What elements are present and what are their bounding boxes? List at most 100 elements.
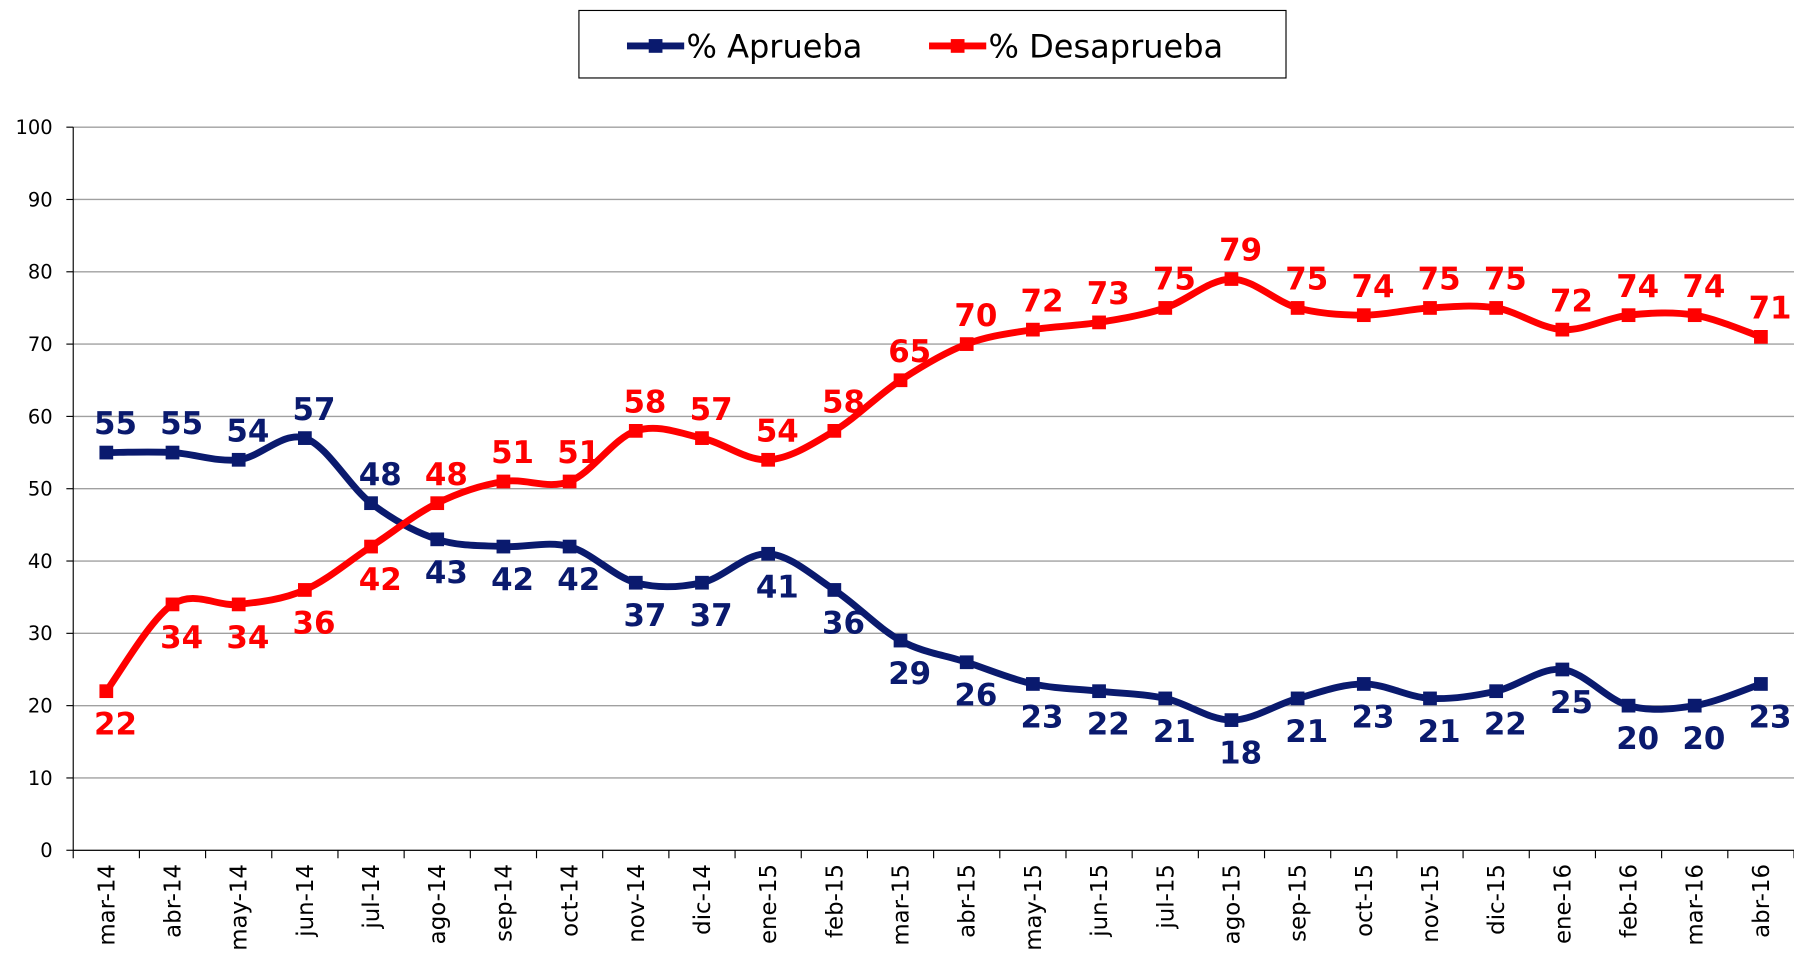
- data-label: 42: [491, 562, 534, 598]
- x-tick-label: ene-15: [756, 864, 782, 944]
- legend-label: % Aprueba: [686, 27, 862, 65]
- point-marker: [298, 431, 312, 445]
- data-label: 75: [1418, 262, 1461, 298]
- y-tick-label: 10: [28, 767, 53, 790]
- point-marker: [893, 373, 908, 388]
- data-label: 22: [1087, 707, 1130, 743]
- point-marker: [1555, 662, 1570, 677]
- point-marker: [1092, 684, 1106, 699]
- data-label: 48: [425, 457, 468, 493]
- data-label: 21: [1153, 714, 1196, 750]
- data-label: 79: [1219, 233, 1262, 269]
- data-label: 55: [94, 406, 137, 442]
- x-tick-label: jul-14: [359, 864, 385, 930]
- x-tick-label: jun-14: [293, 864, 319, 938]
- point-marker: [562, 539, 577, 554]
- data-label: 34: [160, 620, 203, 656]
- data-label: 51: [491, 435, 534, 471]
- point-marker: [165, 445, 180, 460]
- x-tick-label: jul-15: [1153, 864, 1179, 930]
- x-tick-label: oct-14: [558, 864, 584, 937]
- data-label: 74: [1616, 269, 1659, 305]
- point-marker: [231, 452, 246, 467]
- y-tick-label: 70: [28, 333, 53, 356]
- y-tick-label: 20: [28, 695, 53, 718]
- y-tick-label: 0: [40, 839, 52, 862]
- data-label: 42: [557, 562, 600, 598]
- data-label: 41: [756, 569, 799, 605]
- point-marker: [827, 424, 842, 438]
- data-label: 58: [623, 385, 666, 421]
- data-label: 34: [226, 620, 269, 656]
- point-marker: [298, 583, 312, 597]
- point-marker: [1158, 301, 1173, 315]
- x-tick-label: abr-15: [955, 864, 981, 938]
- data-label: 22: [94, 707, 137, 743]
- point-marker: [562, 474, 577, 489]
- y-tick-label: 40: [28, 550, 53, 573]
- point-marker: [1489, 301, 1504, 315]
- data-label: 74: [1682, 269, 1725, 305]
- point-marker: [99, 445, 114, 460]
- data-label: 20: [1616, 721, 1659, 757]
- x-tick-label: mar-15: [889, 864, 915, 946]
- legend-marker: [648, 39, 663, 53]
- y-tick-label: 100: [16, 116, 53, 139]
- point-marker: [231, 597, 246, 612]
- point-marker: [761, 546, 776, 561]
- point-marker: [364, 539, 378, 554]
- data-label: 73: [1087, 276, 1130, 312]
- point-marker: [1621, 308, 1636, 323]
- point-marker: [1423, 301, 1437, 315]
- point-marker: [1290, 301, 1305, 315]
- data-label: 71: [1749, 291, 1792, 327]
- point-marker: [1224, 272, 1239, 286]
- data-label: 21: [1285, 714, 1328, 750]
- point-marker: [1026, 322, 1040, 337]
- y-tick-label: 90: [28, 188, 53, 211]
- point-marker: [1356, 677, 1371, 691]
- data-label: 70: [954, 298, 997, 334]
- point-marker: [1555, 322, 1570, 337]
- x-tick-label: sep-14: [491, 864, 517, 942]
- point-marker: [99, 684, 114, 699]
- point-marker: [430, 496, 445, 511]
- point-marker: [1687, 698, 1702, 713]
- point-marker: [1754, 330, 1768, 344]
- point-marker: [1754, 677, 1768, 691]
- data-label: 36: [822, 605, 865, 641]
- data-label: 51: [557, 435, 600, 471]
- x-tick-label: feb-15: [822, 864, 848, 938]
- point-marker: [1423, 691, 1437, 706]
- data-label: 36: [293, 605, 336, 641]
- x-tick-label: nov-14: [624, 864, 650, 943]
- point-marker: [430, 532, 445, 547]
- x-tick-label: jun-15: [1087, 864, 1113, 938]
- x-tick-label: ene-16: [1550, 864, 1576, 944]
- x-tick-label: ago-15: [1219, 864, 1245, 944]
- x-tick-label: mar-16: [1683, 864, 1709, 946]
- data-label: 75: [1153, 262, 1196, 298]
- data-label: 20: [1682, 721, 1725, 757]
- x-tick-label: abr-14: [161, 864, 187, 938]
- point-marker: [1158, 691, 1173, 706]
- data-label: 72: [1021, 283, 1064, 319]
- x-tick-label: nov-15: [1418, 864, 1444, 943]
- data-label: 26: [954, 678, 997, 714]
- data-label: 37: [623, 598, 666, 634]
- point-marker: [1489, 684, 1504, 699]
- x-tick-label: dic-15: [1484, 864, 1510, 935]
- legend-label: % Desaprueba: [989, 27, 1224, 65]
- x-tick-label: may-14: [227, 864, 253, 951]
- point-marker: [1687, 308, 1702, 323]
- data-label: 54: [226, 413, 269, 449]
- data-label: 25: [1550, 685, 1593, 721]
- point-marker: [893, 633, 908, 648]
- point-marker: [628, 575, 643, 590]
- point-marker: [695, 575, 709, 590]
- point-marker: [1290, 691, 1305, 706]
- x-tick-label: dic-14: [690, 864, 716, 935]
- data-label: 72: [1550, 283, 1593, 319]
- series-line: [106, 433, 1763, 724]
